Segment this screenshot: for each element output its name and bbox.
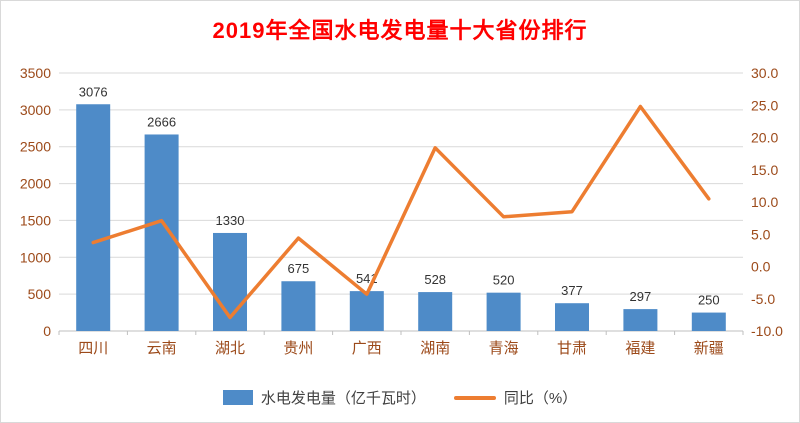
bar [349,291,384,331]
left-axis-tick-label: 2000 [20,176,51,192]
right-axis-tick-label: 0.0 [751,259,771,275]
bar-series-swatch-icon [222,390,253,405]
line-series-swatch-icon [453,395,496,400]
legend-item-line-series: 同比（%） [453,387,578,408]
right-axis-tick-label: -5.0 [751,291,775,307]
category-label: 福建 [625,340,655,357]
bar [144,134,179,331]
left-axis-tick-label: 2500 [20,139,51,155]
left-axis-tick-label: 1500 [20,212,51,228]
category-label: 广西 [352,340,382,357]
bar [76,104,111,332]
legend-label-line-series: 同比（%） [503,390,578,407]
right-axis-tick-label: -10.0 [751,323,783,339]
category-label: 四川 [78,340,108,357]
right-axis-tick-label: 5.0 [751,226,771,242]
bar [691,312,726,331]
bar-data-label: 2666 [147,114,176,129]
category-label: 甘肃 [557,340,587,357]
legend-label-bar-series: 水电发电量（亿千瓦时） [260,390,426,407]
bar-data-label: 297 [630,289,652,304]
left-axis-tick-label: 1000 [20,249,51,265]
bar-data-label: 377 [561,283,583,298]
line-series [91,104,711,320]
bar [555,303,589,331]
category-label: 湖南 [420,340,450,357]
bar-data-label: 3076 [79,84,108,99]
right-axis-tick-label: 30.0 [751,65,778,81]
category-label: 青海 [489,340,519,357]
bar-data-label: 1330 [216,213,245,228]
bar-data-label: 675 [288,261,310,276]
category-label: 新疆 [694,340,724,357]
category-label: 湖北 [215,340,245,357]
legend: 水电发电量（亿千瓦时） 同比（%） [1,387,799,408]
chart-title: 2019年全国水电发电量十大省份排行 [212,18,588,43]
category-label: 贵州 [283,340,313,357]
bar [281,281,316,331]
bar [486,292,521,331]
bar-data-label: 250 [698,293,720,308]
right-axis-tick-label: 25.0 [751,97,778,113]
left-axis-tick-label: 500 [28,286,52,302]
left-axis-tick-label: 3500 [20,65,51,81]
category-label: 云南 [147,340,177,357]
legend-item-bar-series: 水电发电量（亿千瓦时） [222,387,426,408]
bar [623,309,658,331]
left-axis-tick-label: 0 [43,323,51,339]
bar [418,292,453,331]
right-axis-tick-label: 10.0 [751,194,778,210]
right-axis-tick-label: 20.0 [751,130,778,146]
right-axis-tick-label: 15.0 [751,162,778,178]
bar-data-label: 520 [493,273,515,288]
bar-data-label: 528 [424,272,446,287]
left-axis-tick-label: 3000 [20,102,51,118]
